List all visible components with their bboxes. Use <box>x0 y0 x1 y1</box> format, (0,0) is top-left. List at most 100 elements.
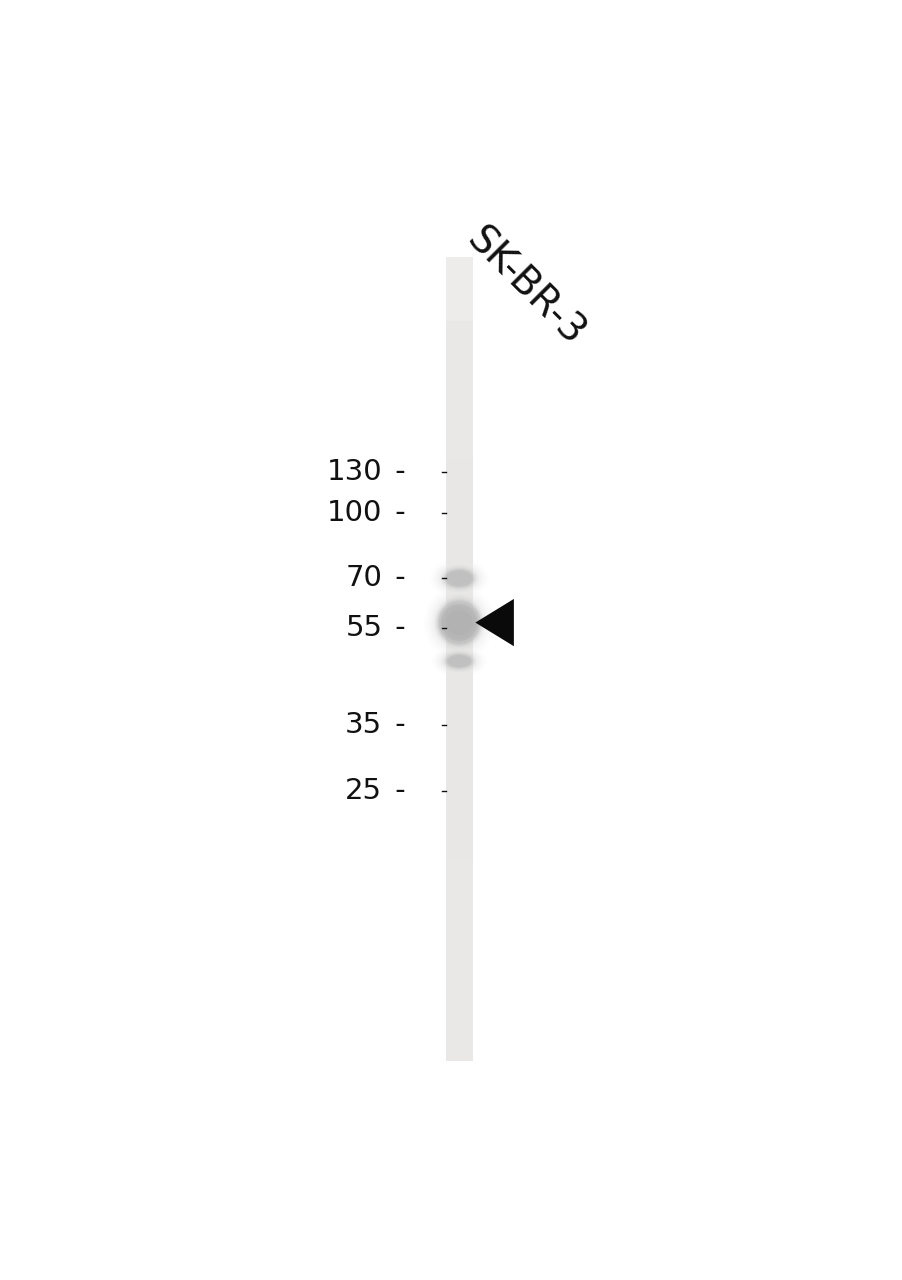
Bar <box>446 1016 472 1021</box>
Ellipse shape <box>443 607 475 639</box>
Bar <box>446 445 472 451</box>
Ellipse shape <box>434 598 483 648</box>
Bar <box>446 317 472 323</box>
Ellipse shape <box>446 611 472 635</box>
Ellipse shape <box>439 603 478 641</box>
Ellipse shape <box>435 598 483 646</box>
Ellipse shape <box>446 654 472 668</box>
Bar <box>446 751 472 756</box>
Bar <box>446 562 472 567</box>
Bar <box>446 370 472 375</box>
Bar <box>446 261 472 266</box>
Bar <box>446 988 472 993</box>
Bar <box>446 924 472 929</box>
Bar <box>446 771 472 776</box>
Bar <box>446 767 472 772</box>
Bar <box>446 844 472 849</box>
Bar <box>446 964 472 969</box>
Bar <box>446 515 472 520</box>
Bar <box>446 819 472 824</box>
Bar <box>446 1012 472 1018</box>
Bar <box>446 977 472 980</box>
Ellipse shape <box>437 600 481 645</box>
Ellipse shape <box>436 599 482 646</box>
Bar <box>446 940 472 945</box>
Bar <box>446 426 472 431</box>
Bar <box>446 776 472 781</box>
Bar <box>446 879 472 884</box>
Ellipse shape <box>447 572 470 585</box>
Text: 55: 55 <box>345 614 382 643</box>
Text: 70: 70 <box>345 564 382 593</box>
Ellipse shape <box>446 654 473 668</box>
Ellipse shape <box>436 599 483 646</box>
Ellipse shape <box>443 570 474 588</box>
Text: 130: 130 <box>327 458 382 486</box>
Bar <box>446 366 472 370</box>
Ellipse shape <box>442 568 475 589</box>
Ellipse shape <box>439 603 478 643</box>
Ellipse shape <box>440 604 478 641</box>
Bar <box>446 892 472 897</box>
Ellipse shape <box>449 657 468 666</box>
Ellipse shape <box>440 604 477 641</box>
Bar <box>446 984 472 989</box>
Bar <box>446 325 472 330</box>
Bar <box>446 646 472 652</box>
Bar <box>446 257 472 262</box>
Bar <box>446 618 472 623</box>
Bar <box>446 594 472 599</box>
Bar <box>446 883 472 888</box>
Ellipse shape <box>442 568 476 589</box>
Bar <box>446 1024 472 1029</box>
Bar <box>446 506 472 511</box>
Bar <box>446 285 472 291</box>
Bar <box>446 454 472 460</box>
Ellipse shape <box>444 570 474 588</box>
Bar <box>446 691 472 696</box>
Ellipse shape <box>444 609 474 636</box>
Bar <box>446 1048 472 1053</box>
Bar <box>446 678 472 684</box>
Bar <box>446 928 472 933</box>
Ellipse shape <box>437 600 481 645</box>
Ellipse shape <box>446 612 471 634</box>
Bar <box>446 603 472 608</box>
Bar <box>446 394 472 398</box>
Bar <box>446 832 472 836</box>
Ellipse shape <box>445 609 473 636</box>
Bar <box>446 398 472 403</box>
Text: -: - <box>385 564 405 593</box>
Ellipse shape <box>446 655 471 667</box>
Bar <box>446 911 472 916</box>
Ellipse shape <box>441 605 476 640</box>
Bar <box>446 780 472 785</box>
Bar <box>446 486 472 492</box>
Bar <box>446 763 472 768</box>
Bar <box>446 659 472 664</box>
Bar <box>446 518 472 524</box>
Bar <box>446 900 472 905</box>
Bar <box>446 458 472 463</box>
Bar <box>446 1032 472 1037</box>
Bar <box>446 314 472 319</box>
Bar <box>446 783 472 788</box>
Bar <box>446 915 472 920</box>
Bar <box>446 759 472 764</box>
Bar <box>446 1004 472 1009</box>
Bar <box>446 799 472 804</box>
Bar <box>446 851 472 856</box>
Bar <box>446 815 472 820</box>
Bar <box>446 558 472 563</box>
Bar <box>446 622 472 627</box>
Text: 25: 25 <box>345 777 382 805</box>
Bar <box>446 466 472 471</box>
Bar <box>446 278 472 282</box>
Bar <box>446 699 472 704</box>
Ellipse shape <box>446 571 472 586</box>
Ellipse shape <box>441 605 476 640</box>
Ellipse shape <box>446 654 472 668</box>
Ellipse shape <box>445 570 474 588</box>
Bar <box>446 687 472 691</box>
Bar <box>446 744 472 748</box>
